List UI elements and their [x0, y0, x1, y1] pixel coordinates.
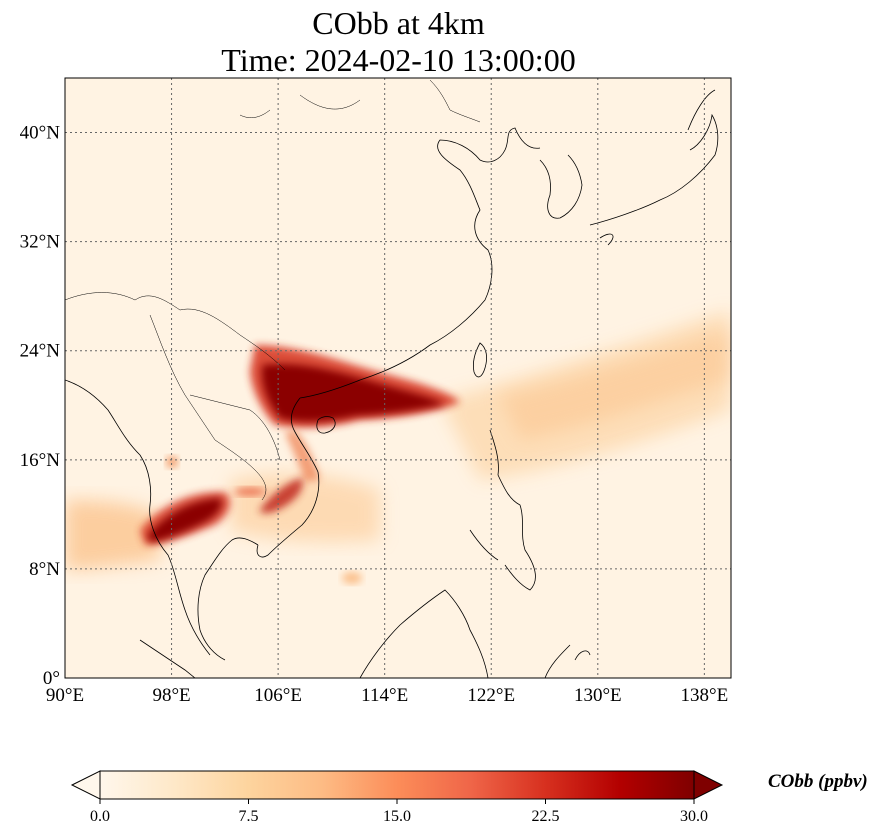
- colorbar-tick-label: 30.0: [680, 808, 708, 825]
- map-frame: [64, 77, 732, 679]
- china-coastline: [299, 127, 541, 399]
- x-tick-label: 138°E: [681, 685, 729, 706]
- indochina-band: [230, 473, 380, 542]
- colorbar-tick-label: 15.0: [383, 808, 411, 825]
- x-axis-ticks: 90°E 98°E 106°E 114°E 122°E 130°E 138°E: [46, 685, 728, 706]
- japan-coastline: [589, 89, 719, 246]
- x-tick-label: 98°E: [152, 685, 190, 706]
- myanmar-thailand-plume-core: [148, 498, 222, 542]
- sulawesi-coastline: [544, 644, 591, 678]
- spot-98e-16n: [166, 456, 178, 468]
- colorbar: 0.0 7.5 15.0 22.5 30.0 CObb (ppbv): [70, 770, 868, 825]
- y-tick-label: 32°N: [20, 232, 61, 253]
- y-tick-label: 16°N: [20, 450, 61, 471]
- bay-of-bengal-band: [65, 500, 160, 570]
- sumatra-coastline: [139, 639, 196, 678]
- korea-coastline: [539, 154, 583, 219]
- colorbar-tick-label: 22.5: [532, 808, 560, 825]
- south-china-sea-spot: [342, 572, 362, 584]
- colorbar-extend-min: [70, 770, 101, 800]
- y-tick-label: 0°: [43, 668, 60, 689]
- indochina-coastline: [197, 397, 320, 661]
- gridlines: [65, 78, 731, 678]
- x-tick-label: 90°E: [46, 685, 84, 706]
- colorbar-body: [99, 770, 695, 800]
- coastlines: [65, 79, 719, 678]
- colorbar-ticks: 0.0 7.5 15.0 22.5 30.0: [90, 799, 708, 825]
- colorbar-tick-label: 7.5: [239, 808, 259, 825]
- colorbar-tick-label: 0.0: [90, 808, 110, 825]
- y-axis-ticks: 0° 8°N 16°N 24°N 32°N 40°N: [20, 123, 61, 689]
- borneo-coastline: [359, 589, 489, 678]
- map-subtitle: Time: 2024-02-10 13:00:00: [221, 42, 576, 78]
- hainan-coastline: [316, 416, 336, 434]
- pacific-band-inner: [500, 330, 731, 440]
- inland-borders: [65, 79, 481, 501]
- map-title: CObb at 4km: [312, 5, 485, 41]
- y-tick-label: 24°N: [20, 341, 61, 362]
- x-tick-label: 106°E: [254, 685, 302, 706]
- myanmar-coastline: [65, 379, 211, 656]
- map-panel: [65, 78, 731, 678]
- philippines-coastline: [469, 429, 536, 591]
- colorbar-label: CObb (ppbv): [768, 771, 868, 792]
- coastal-trail: [285, 430, 320, 482]
- cambodia-plume: [260, 478, 303, 514]
- concentration-field: [65, 310, 731, 584]
- y-tick-label: 8°N: [29, 559, 60, 580]
- x-tick-label: 130°E: [574, 685, 622, 706]
- taiwan-coastline: [472, 342, 487, 378]
- colorbar-extend-max: [693, 770, 724, 800]
- x-tick-label: 114°E: [361, 685, 408, 706]
- cambodia-upper-spot: [235, 487, 268, 497]
- y-tick-label: 40°N: [20, 123, 61, 144]
- x-tick-label: 122°E: [467, 685, 515, 706]
- south-china-plume-core: [262, 363, 445, 422]
